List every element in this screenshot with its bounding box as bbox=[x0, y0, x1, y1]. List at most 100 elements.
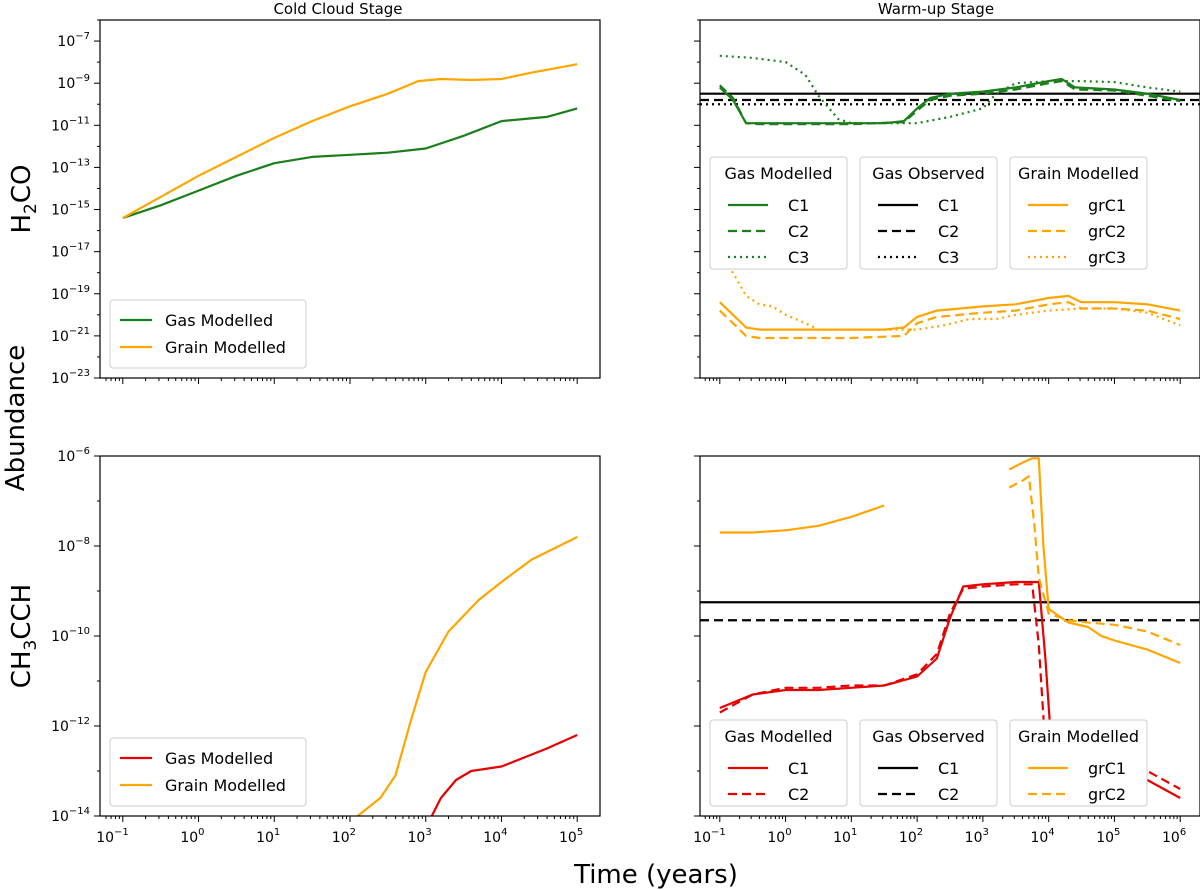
h2co-warm-series-5 bbox=[719, 301, 1181, 340]
ch3cch-warm-series-5 bbox=[1008, 475, 1181, 647]
h2co-warm-legend-group-title-2: Gas Observed bbox=[872, 164, 985, 183]
ch3cch-warm-xtick-label-2-base: 10 bbox=[899, 830, 917, 846]
ch3cch-cold-xtick-label--1-base: 10 bbox=[96, 830, 114, 846]
h2co-cold-ytick-label--17: 10−17 bbox=[51, 242, 90, 261]
h2co-warm-legend-label-3-1: grC1 bbox=[1088, 196, 1126, 215]
ch3cch-warm-xtick-label--1-exp: −1 bbox=[711, 827, 726, 838]
ch3cch-cold-ytick-label--12-exp: −12 bbox=[69, 716, 90, 727]
ch3cch-cold-xtick-label-0-base: 10 bbox=[180, 830, 198, 846]
ch3cch-warm-legend-label-3-2: grC2 bbox=[1088, 785, 1126, 804]
h2co-warm-legend-label-1-1: C1 bbox=[788, 196, 809, 215]
h2co-cold-legend-box bbox=[109, 299, 307, 369]
ch3cch-warm-xtick-label-1: 101 bbox=[833, 827, 857, 846]
ch3cch-warm-series-4 bbox=[1008, 457, 1181, 665]
h2co-label-sub: 2 bbox=[21, 203, 41, 214]
h2co-cold-ytick-label--9-exp: −9 bbox=[75, 73, 90, 84]
ch3cch-cold-xtick-label--1-exp: −1 bbox=[114, 827, 129, 838]
ch3cch-cold-xtick-label-4-base: 10 bbox=[483, 830, 501, 846]
panel-title-warm: Warm-up Stage bbox=[878, 0, 994, 18]
h2co-cold-ytick-label--13-base: 10 bbox=[51, 160, 69, 176]
h2co-species-label: H2CO bbox=[7, 164, 41, 233]
ch3cch-warm-xtick-label-3: 103 bbox=[965, 827, 989, 846]
h2co-warm-legend-group-box-1 bbox=[709, 156, 848, 270]
ch3cch-cold-ytick-label--8: 10−8 bbox=[57, 536, 90, 555]
h2co-cold-legend-label-1: Gas Modelled bbox=[165, 311, 273, 330]
h2co-label-main: H bbox=[7, 214, 37, 234]
h2co-cold-ytick-label--11: 10−11 bbox=[51, 115, 90, 134]
ch3cch-cold-xtick-label-1: 101 bbox=[256, 827, 280, 846]
ch3cch-warm-series-2 bbox=[719, 583, 1181, 790]
ch3cch-warm-xtick-label-0-base: 10 bbox=[767, 830, 785, 846]
ch3cch-label-main: CH bbox=[7, 650, 37, 688]
h2co-cold-ytick-label--23-base: 10 bbox=[51, 371, 69, 387]
ch3cch-warm-legend-group-3: Grain Modelled grC1 grC2 bbox=[1009, 719, 1148, 807]
h2co-cold-ytick-label--19-exp: −19 bbox=[69, 284, 90, 295]
panel-h2co-warm: Gas Modelled C1 C2 C3 Gas Observed C1 C2 C3 Grai… bbox=[694, 19, 1200, 384]
h2co-warm-series-2 bbox=[719, 79, 1181, 126]
ch3cch-cold-ytick-label--10-base: 10 bbox=[51, 629, 69, 645]
h2co-warm-legend-label-3-3: grC3 bbox=[1088, 248, 1126, 267]
h2co-warm-series-3 bbox=[719, 54, 1181, 125]
h2co-cold-ytick-label--15-base: 10 bbox=[51, 203, 69, 219]
ch3cch-warm-xtick-label-6-exp: 6 bbox=[1180, 827, 1186, 838]
ch3cch-cold-xtick-label-3-base: 10 bbox=[408, 830, 426, 846]
h2co-label-tail: CO bbox=[7, 164, 37, 203]
ch3cch-label-sub: 3 bbox=[21, 640, 41, 651]
h2co-warm-legend-label-2-2: C2 bbox=[938, 222, 959, 241]
ch3cch-warm-xtick-label--1-base: 10 bbox=[693, 830, 711, 846]
h2co-cold-ytick-label--13: 10−13 bbox=[51, 157, 90, 176]
ch3cch-warm-xtick-label-3-base: 10 bbox=[965, 830, 983, 846]
ch3cch-cold-legend: Gas Modelled Grain Modelled bbox=[109, 737, 307, 807]
h2co-warm-legend-label-3-2: grC2 bbox=[1088, 222, 1126, 241]
h2co-cold-ytick-label--21-base: 10 bbox=[51, 329, 69, 345]
ch3cch-cold-xtick-label-0-exp: 0 bbox=[198, 827, 204, 838]
h2co-cold-ytick-label--7-base: 10 bbox=[57, 34, 75, 50]
ch3cch-cold-ytick-label--10: 10−10 bbox=[51, 626, 90, 645]
ch3cch-cold-ytick-label--6-base: 10 bbox=[57, 449, 75, 465]
ch3cch-cold-xtick-label-3-exp: 3 bbox=[425, 827, 431, 838]
ch3cch-warm-xtick-label-0-exp: 0 bbox=[785, 827, 791, 838]
ch3cch-species-label: CH3CCH bbox=[7, 584, 41, 688]
ch3cch-cold-legend-label-1: Gas Modelled bbox=[165, 749, 273, 768]
h2co-cold-ytick-label--11-base: 10 bbox=[51, 118, 69, 134]
ch3cch-cold-xtick-label--1: 10−1 bbox=[96, 827, 129, 846]
h2co-cold-ytick-label--21-exp: −21 bbox=[69, 326, 90, 337]
h2co-cold-ytick-label--23-exp: −23 bbox=[69, 368, 90, 379]
y-axis-label-abundance: Abundance bbox=[1, 345, 31, 491]
h2co-cold-ytick-label--9: 10−9 bbox=[57, 73, 90, 92]
ch3cch-cold-ytick-label--8-exp: −8 bbox=[75, 536, 90, 547]
h2co-cold-ytick-label--19-base: 10 bbox=[51, 287, 69, 303]
ch3cch-warm-xtick-label-5-exp: 5 bbox=[1114, 827, 1120, 838]
h2co-cold-series-group bbox=[122, 63, 578, 220]
ch3cch-cold-legend-label-2: Grain Modelled bbox=[165, 776, 286, 795]
ch3cch-warm-xtick-label--1: 10−1 bbox=[693, 827, 726, 846]
h2co-cold-ytick-label--7-exp: −7 bbox=[75, 31, 90, 42]
h2co-warm-series-4 bbox=[719, 294, 1181, 331]
ch3cch-warm-legend-group-2: Gas Observed C1 C2 bbox=[859, 719, 998, 807]
ch3cch-cold-xtick-label-5-exp: 5 bbox=[577, 827, 583, 838]
ch3cch-warm-xtick-label-5: 105 bbox=[1096, 827, 1120, 846]
ch3cch-cold-ytick-label--6-exp: −6 bbox=[75, 446, 90, 457]
ch3cch-cold-xtick-label-5-base: 10 bbox=[559, 830, 577, 846]
ch3cch-warm-legend-group-box-2 bbox=[859, 719, 998, 807]
ch3cch-cold-xtick-label-4-exp: 4 bbox=[501, 827, 507, 838]
ch3cch-cold-xtick-label-4: 104 bbox=[483, 827, 507, 846]
ch3cch-warm-legend-label-3-1: grC1 bbox=[1088, 759, 1126, 778]
ch3cch-warm-xtick-label-5-base: 10 bbox=[1096, 830, 1114, 846]
h2co-cold-ytick-label--13-exp: −13 bbox=[69, 157, 90, 168]
ch3cch-warm-xtick-label-6: 106 bbox=[1162, 827, 1186, 846]
h2co-cold-legend-label-2: Grain Modelled bbox=[165, 338, 286, 357]
h2co-cold-ytick-label--23: 10−23 bbox=[51, 368, 90, 387]
ch3cch-warm-legend-group-box-3 bbox=[1009, 719, 1148, 807]
ch3cch-cold-ytick-label--14-exp: −14 bbox=[69, 806, 90, 817]
ch3cch-warm-xtick-label-1-base: 10 bbox=[833, 830, 851, 846]
ch3cch-cold-xtick-label-5: 105 bbox=[559, 827, 583, 846]
ch3cch-warm-legend-label-2-1: C1 bbox=[938, 759, 959, 778]
ch3cch-cold-xtick-label-0: 100 bbox=[180, 827, 204, 846]
h2co-warm-legend-label-1-2: C2 bbox=[788, 222, 809, 241]
h2co-cold-legend: Gas Modelled Grain Modelled bbox=[109, 299, 307, 369]
x-axis-label-time: Time (years) bbox=[573, 860, 738, 890]
h2co-warm-legend-label-1-3: C3 bbox=[788, 248, 809, 267]
ch3cch-warm-xtick-label-4: 104 bbox=[1030, 827, 1054, 846]
ch3cch-warm-legend-group-title-3: Grain Modelled bbox=[1018, 727, 1139, 746]
